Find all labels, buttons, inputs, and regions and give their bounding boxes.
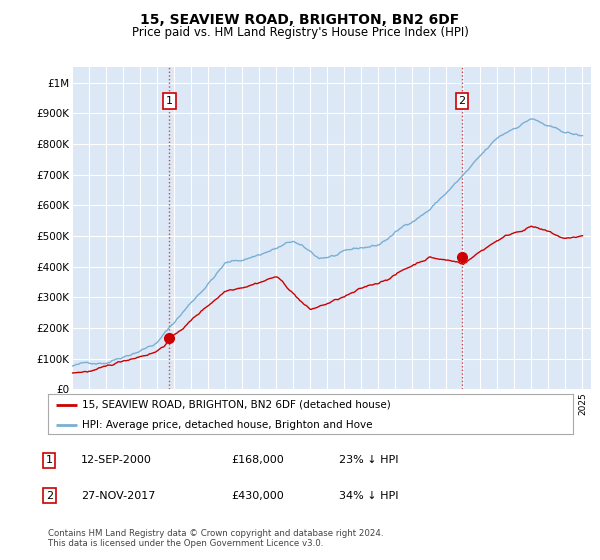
Text: HPI: Average price, detached house, Brighton and Hove: HPI: Average price, detached house, Brig… [82, 420, 373, 430]
Text: Contains HM Land Registry data © Crown copyright and database right 2024.
This d: Contains HM Land Registry data © Crown c… [48, 529, 383, 548]
Text: 15, SEAVIEW ROAD, BRIGHTON, BN2 6DF: 15, SEAVIEW ROAD, BRIGHTON, BN2 6DF [140, 13, 460, 27]
Text: 34% ↓ HPI: 34% ↓ HPI [339, 491, 398, 501]
Text: £168,000: £168,000 [231, 455, 284, 465]
Text: 2: 2 [46, 491, 53, 501]
Text: 23% ↓ HPI: 23% ↓ HPI [339, 455, 398, 465]
Text: 15, SEAVIEW ROAD, BRIGHTON, BN2 6DF (detached house): 15, SEAVIEW ROAD, BRIGHTON, BN2 6DF (det… [82, 400, 391, 410]
Text: 2: 2 [458, 96, 466, 106]
Text: 1: 1 [46, 455, 53, 465]
Text: 1: 1 [166, 96, 173, 106]
Text: 27-NOV-2017: 27-NOV-2017 [81, 491, 155, 501]
Text: £430,000: £430,000 [231, 491, 284, 501]
Text: Price paid vs. HM Land Registry's House Price Index (HPI): Price paid vs. HM Land Registry's House … [131, 26, 469, 39]
Text: 12-SEP-2000: 12-SEP-2000 [81, 455, 152, 465]
